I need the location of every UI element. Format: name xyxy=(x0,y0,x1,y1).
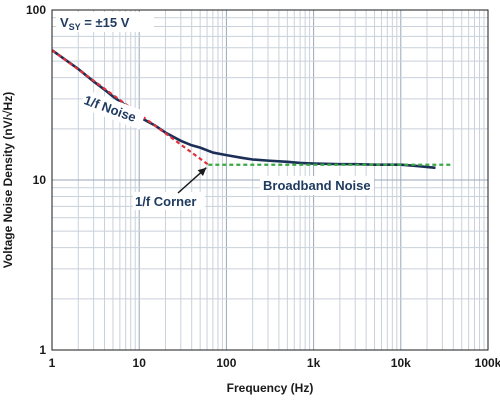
y-tick-label: 10 xyxy=(33,173,47,187)
annotations: VSY = ±15 V 1/f Noise 1/f Corner Broadba… xyxy=(56,12,374,210)
x-tick-labels: 1 10 100 1k 10k 100k xyxy=(49,356,500,370)
y-tick-labels: 1 10 100 xyxy=(26,3,46,357)
x-tick-label: 100k xyxy=(475,356,500,370)
one-over-f-noise-label-bg xyxy=(79,89,147,130)
x-tick-label: 100 xyxy=(216,356,236,370)
one-over-f-fit-line xyxy=(51,49,209,166)
broadband-noise-label-bg xyxy=(260,176,374,195)
one-over-f-corner-label: 1/f Corner xyxy=(135,194,196,209)
supply-voltage-label-bg xyxy=(56,12,154,32)
x-tick-label: 1 xyxy=(49,356,56,370)
x-tick-label: 10 xyxy=(133,356,147,370)
one-over-f-corner-arrowhead xyxy=(197,167,207,177)
x-tick-label: 1k xyxy=(307,356,321,370)
broadband-noise-label: Broadband Noise xyxy=(263,178,371,193)
plot-frame xyxy=(51,9,489,351)
series-layer xyxy=(51,49,454,170)
y-tick-label: 100 xyxy=(26,3,46,17)
one-over-f-corner-label-bg xyxy=(133,192,205,210)
y-axis-title: Voltage Noise Density (nV/√Hz) xyxy=(1,92,15,268)
y-tick-label: 1 xyxy=(39,343,46,357)
x-axis-title: Frequency (Hz) xyxy=(227,381,314,395)
x-tick-label: 10k xyxy=(391,356,411,370)
grid xyxy=(52,10,488,350)
supply-voltage-label: VSY = ±15 V xyxy=(60,15,130,32)
